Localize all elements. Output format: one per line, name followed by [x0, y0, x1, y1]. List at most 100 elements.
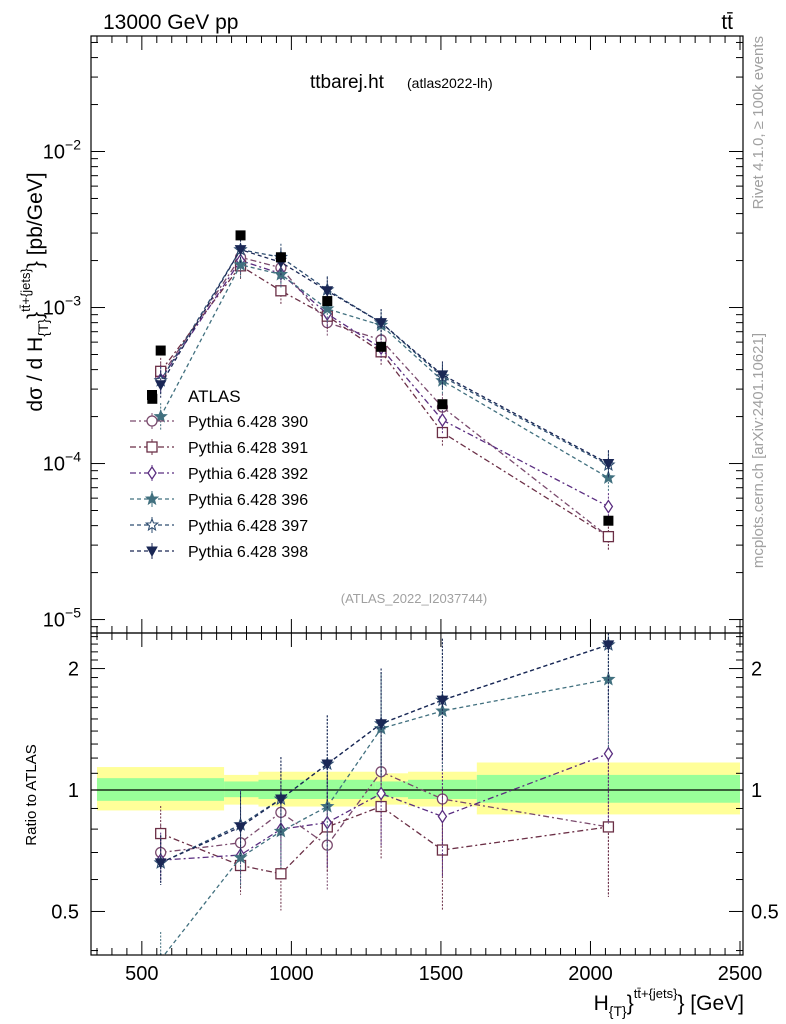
legend-marker	[144, 517, 160, 532]
y-tick-label: 10−3	[43, 293, 81, 320]
y-label-unit: } [pb/GeV]	[24, 172, 47, 268]
ratio-y-tick-label-right: 1	[751, 780, 762, 802]
legend-entry: Pythia 6.428 392	[130, 465, 308, 483]
ratio-point	[436, 695, 449, 707]
svg-text:dσ / d H{T}}tt̄+{jets}} [pb/Ge: dσ / d H{T}}tt̄+{jets}} [pb/GeV]	[18, 172, 51, 411]
ratio-y-tick-label: 1	[68, 780, 79, 802]
x-label-sub: {T}	[609, 1003, 627, 1019]
ratio-point	[321, 759, 334, 771]
x-label-brace: }	[627, 992, 634, 1015]
legend-label: Pythia 6.428 391	[188, 440, 308, 457]
ratio-point	[234, 822, 247, 833]
ratio-y-tick-label: 2	[68, 659, 79, 681]
legend-marker	[146, 546, 158, 558]
x-tick-label: 2500	[718, 963, 763, 985]
ratio-frame	[90, 632, 744, 956]
legend-marker	[146, 415, 158, 427]
ratio-line	[160, 644, 609, 864]
x-tick-label: 1000	[269, 963, 314, 985]
plot-subtitle: (atlas2022-lh)	[407, 75, 493, 91]
ratio-panel: 2 2 1 1 0.5 0.5 500 1000 1500 2000 2500	[51, 632, 779, 985]
legend-marker	[146, 441, 158, 453]
y-tick-label: 10−2	[43, 137, 81, 164]
ratio-point	[437, 809, 448, 824]
x-axis-label: H{T}}tt̄+{jets}} [GeV]	[594, 986, 744, 1019]
data-point	[322, 296, 333, 307]
legend-entry: Pythia 6.428 396	[130, 491, 308, 509]
plot-title: ttbarej.ht	[310, 72, 385, 93]
mc-point	[603, 499, 614, 514]
ratio-band-inner	[224, 781, 259, 798]
ratio-point	[602, 640, 615, 651]
data-point	[437, 399, 448, 410]
legend-label: Pythia 6.428 397	[188, 518, 308, 535]
y-label-sup: tt̄+{jets}	[18, 267, 33, 311]
legend-data-marker	[147, 390, 157, 400]
x-label-sup: tt̄+{jets}	[634, 986, 678, 1001]
main-panel: 10−2 10−3 10−4 10−5 ttbarej.ht (atlas2022-l…	[43, 35, 744, 634]
legend-marker	[144, 491, 160, 506]
ratio-series-group	[153, 633, 616, 955]
ratio-y-label: Ratio to ATLAS	[23, 744, 40, 845]
x-tick-label: 2000	[568, 963, 613, 985]
x-label-main: H	[594, 992, 609, 1015]
mc-point	[375, 318, 387, 329]
data-point	[376, 341, 387, 352]
y-tick-label: 10−4	[43, 449, 81, 476]
legend-marker	[147, 465, 157, 481]
legend-entry: Pythia 6.428 398	[130, 543, 308, 561]
data-point	[235, 230, 246, 241]
ratio-point	[376, 786, 386, 801]
legend-label: Pythia 6.428 398	[188, 544, 308, 561]
energy-label: 13000 GeV pp	[103, 11, 238, 34]
mc-point	[234, 245, 247, 256]
legend-entry: Pythia 6.428 391	[130, 439, 308, 457]
x-tick-label: 1500	[419, 963, 464, 985]
ratio-series-pythia-6-428-398	[154, 633, 615, 886]
legend-entry: Pythia 6.428 397	[130, 517, 308, 535]
y-label-brace: }	[24, 312, 47, 319]
ratio-point	[233, 850, 248, 864]
ratio-y-tick-label-right: 2	[751, 659, 762, 681]
ratio-y-tick-label: 0.5	[51, 901, 79, 923]
ratio-point	[603, 746, 614, 761]
mc-point	[602, 530, 615, 543]
mc-point	[602, 459, 615, 470]
legend-label: Pythia 6.428 396	[188, 492, 308, 509]
y-tick-label: 10−5	[43, 605, 81, 632]
data-point	[275, 252, 286, 263]
legend-label: Pythia 6.428 390	[188, 414, 308, 431]
mc-point	[320, 301, 335, 315]
legend: ATLAS Pythia 6.428 390 Pythia 6.428 391 Pyt…	[130, 387, 308, 561]
side-label-bottom: mcplots.cern.ch [arXiv:2401.10621]	[750, 333, 767, 568]
x-tick-label: 500	[125, 963, 158, 985]
y-axis-label: dσ / d H{T}}tt̄+{jets}} [pb/GeV]	[18, 172, 51, 411]
process-label: tt̄	[721, 11, 733, 34]
legend-entry: Pythia 6.428 390	[130, 413, 308, 431]
ratio-point	[275, 794, 287, 806]
analysis-id: (ATLAS_2022_I2037744)	[341, 591, 487, 606]
ratio-band-inner	[258, 779, 376, 799]
legend-data-label: ATLAS	[188, 387, 241, 406]
ratio-y-tick-label-right: 0.5	[751, 901, 779, 923]
mc-point	[233, 257, 248, 271]
ratio-point	[436, 793, 449, 805]
legend-label: Pythia 6.428 392	[188, 466, 308, 483]
mc-point	[153, 409, 168, 423]
mc-point	[321, 286, 334, 297]
ratio-point	[154, 858, 167, 869]
side-label-top: Rivet 4.1.0, ≥ 100k events	[750, 36, 767, 209]
ratio-point	[375, 719, 387, 730]
x-label-unit: } [GeV]	[677, 992, 744, 1015]
mc-point	[437, 412, 448, 428]
data-point	[603, 515, 614, 526]
ratio-point	[602, 821, 615, 833]
data-point	[155, 345, 166, 356]
mc-point	[154, 380, 167, 391]
mc-point	[436, 370, 449, 381]
y-label-sub: {T}	[35, 319, 51, 337]
ratio-point	[320, 799, 335, 813]
ratio-point	[275, 868, 287, 880]
ratio-line	[160, 805, 609, 875]
